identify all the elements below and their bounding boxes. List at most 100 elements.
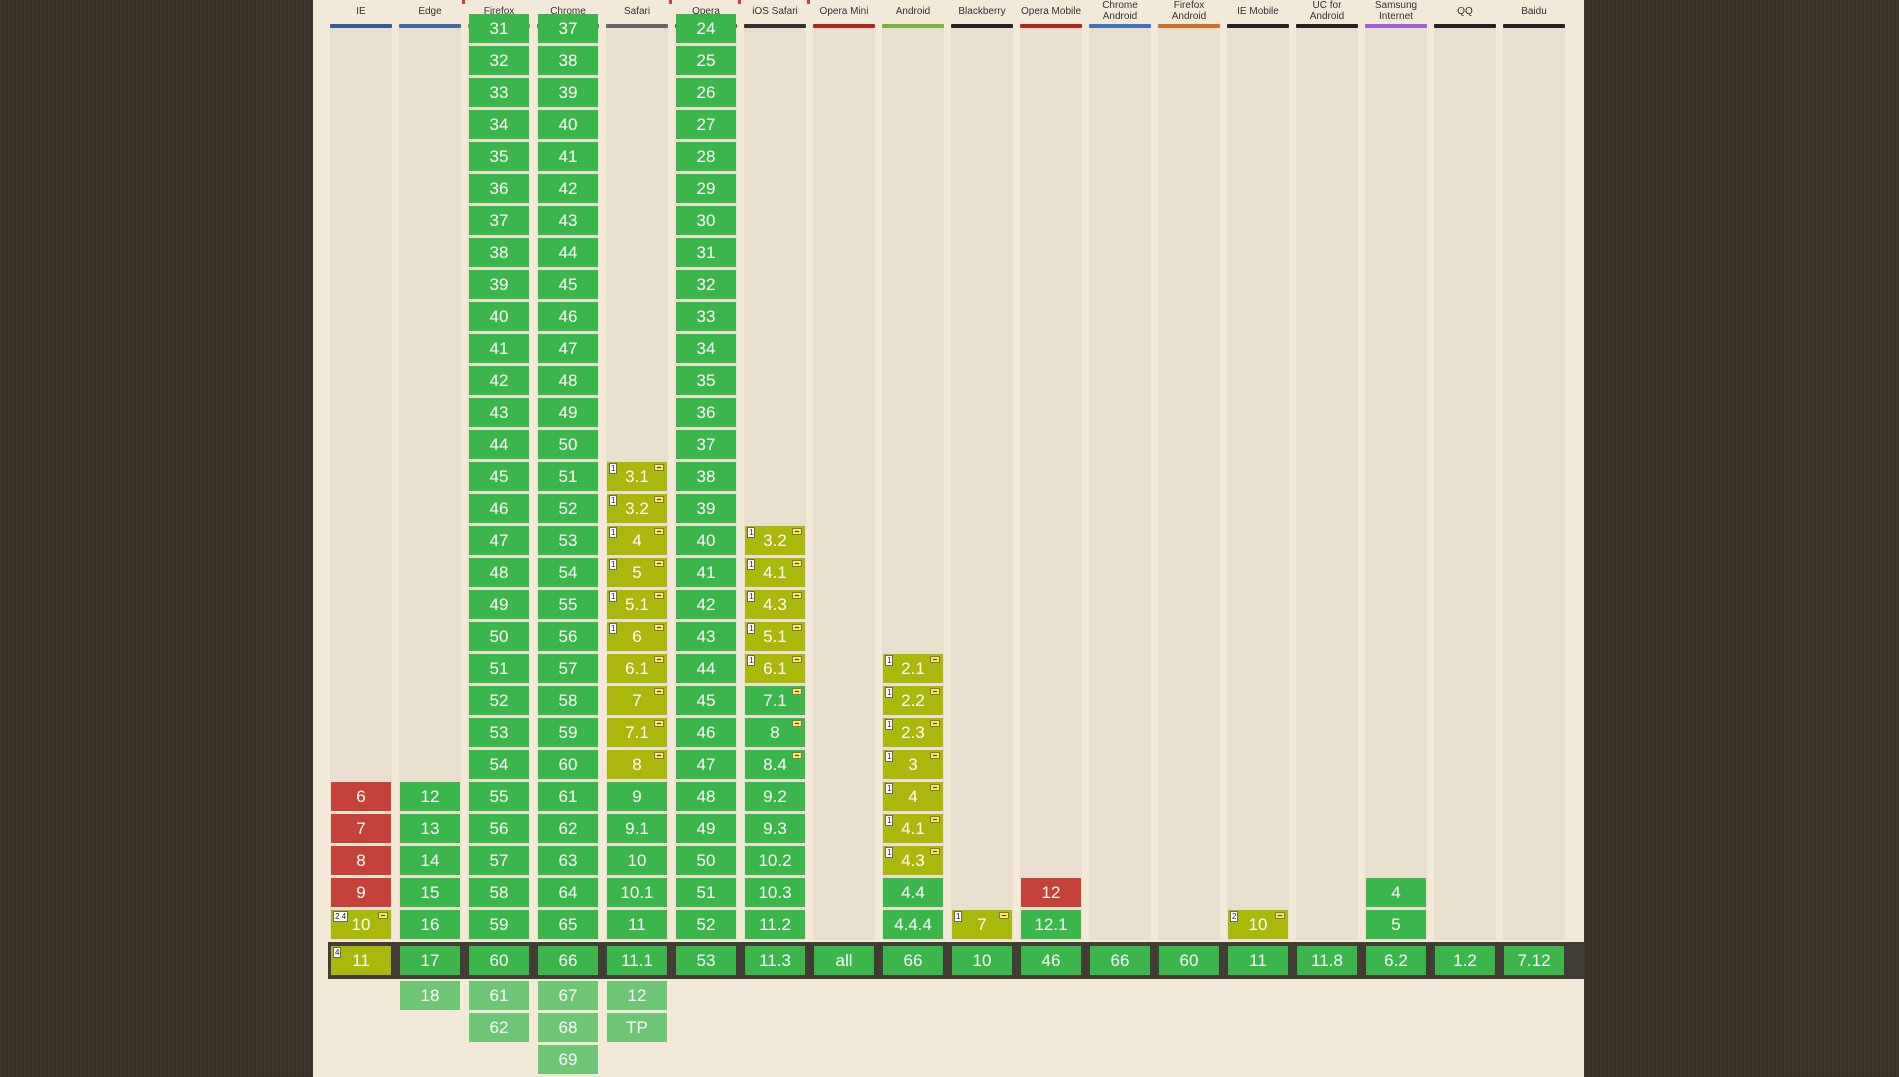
version-cell-opera[interactable]: 47 xyxy=(676,750,736,779)
note-badge[interactable]: 1 xyxy=(885,815,894,826)
version-cell-firefox[interactable]: 31 xyxy=(469,14,529,43)
version-cell-ie-mobile[interactable]: 10 2 xyxy=(1228,910,1288,939)
version-cell-ios-safari[interactable]: 8.4 xyxy=(745,750,805,779)
version-cell-chrome[interactable]: 37 xyxy=(538,14,598,43)
version-cell-opera[interactable]: 40 xyxy=(676,526,736,555)
version-cell-firefox[interactable]: 37 xyxy=(469,206,529,235)
version-cell-edge[interactable]: 15 xyxy=(400,878,460,907)
version-cell-chrome[interactable]: 59 xyxy=(538,718,598,747)
browser-header-android[interactable]: Android xyxy=(895,5,931,17)
version-cell-samsung-internet[interactable]: 5 xyxy=(1366,910,1426,939)
version-cell-android[interactable]: 2.2 1 xyxy=(883,686,943,715)
version-cell-firefox[interactable]: 48 xyxy=(469,558,529,587)
browser-header-samsung-internet[interactable]: Samsung Internet xyxy=(1374,0,1418,22)
version-cell-opera[interactable]: 51 xyxy=(676,878,736,907)
note-badge[interactable]: 1 xyxy=(747,527,756,538)
version-cell-opera[interactable]: 30 xyxy=(676,206,736,235)
version-cell-ios-safari[interactable]: 10.2 xyxy=(745,846,805,875)
version-cell-firefox[interactable]: 47 xyxy=(469,526,529,555)
current-version-cell-ie-mobile[interactable]: 11 xyxy=(1228,946,1288,975)
note-badge[interactable]: 1 xyxy=(609,495,618,506)
version-cell-safari[interactable]: 9.1 xyxy=(607,814,667,843)
current-version-cell-edge[interactable]: 17 xyxy=(400,946,460,975)
version-cell-ios-safari[interactable]: 8 xyxy=(745,718,805,747)
version-cell-chrome[interactable]: 45 xyxy=(538,270,598,299)
version-cell-firefox[interactable]: 33 xyxy=(469,78,529,107)
version-cell-chrome[interactable]: 51 xyxy=(538,462,598,491)
version-cell-chrome[interactable]: 61 xyxy=(538,782,598,811)
version-cell-opera[interactable]: 35 xyxy=(676,366,736,395)
version-cell-firefox[interactable]: 54 xyxy=(469,750,529,779)
version-cell-opera-mobile[interactable]: 12.1 xyxy=(1021,910,1081,939)
version-cell-firefox[interactable]: 52 xyxy=(469,686,529,715)
current-version-cell-opera-mini[interactable]: all xyxy=(814,946,874,975)
version-cell-ie[interactable]: 10 2 4 xyxy=(331,910,391,939)
version-cell-chrome[interactable]: 52 xyxy=(538,494,598,523)
browser-header-baidu[interactable]: Baidu xyxy=(1521,5,1547,17)
note-badge[interactable]: 4 xyxy=(333,947,342,958)
current-version-cell-firefox-android[interactable]: 60 xyxy=(1159,946,1219,975)
version-cell-ie[interactable]: 7 xyxy=(331,814,391,843)
version-cell-firefox[interactable]: 44 xyxy=(469,430,529,459)
browser-header-opera-mini[interactable]: Opera Mini xyxy=(819,5,869,17)
version-cell-firefox[interactable]: 40 xyxy=(469,302,529,331)
version-cell-firefox[interactable]: 41 xyxy=(469,334,529,363)
browser-header-opera[interactable]: Opera xyxy=(692,5,720,17)
version-cell-ios-safari[interactable]: 9.2 xyxy=(745,782,805,811)
version-cell-safari[interactable]: 7 xyxy=(607,686,667,715)
version-cell-safari[interactable]: 6.1 xyxy=(607,654,667,683)
version-cell-chrome[interactable]: 53 xyxy=(538,526,598,555)
version-cell-chrome[interactable]: 47 xyxy=(538,334,598,363)
note-badge[interactable]: 2 xyxy=(1230,911,1239,922)
browser-header-opera-mobile[interactable]: Opera Mobile xyxy=(1020,5,1082,17)
current-version-cell-safari[interactable]: 11.1 xyxy=(607,946,667,975)
current-version-cell-chrome[interactable]: 66 xyxy=(538,946,598,975)
version-cell-android[interactable]: 4.4.4 xyxy=(883,910,943,939)
version-cell-chrome[interactable]: 39 xyxy=(538,78,598,107)
version-cell-android[interactable]: 4.3 1 xyxy=(883,846,943,875)
version-cell-opera[interactable]: 50 xyxy=(676,846,736,875)
version-cell-safari[interactable]: 5.1 1 xyxy=(607,590,667,619)
browser-header-blackberry[interactable]: Blackberry xyxy=(958,5,1006,17)
current-version-cell-chrome-android[interactable]: 66 xyxy=(1090,946,1150,975)
version-cell-opera[interactable]: 31 xyxy=(676,238,736,267)
version-cell-safari[interactable]: 3.1 1 xyxy=(607,462,667,491)
version-cell-chrome[interactable]: 49 xyxy=(538,398,598,427)
version-cell-chrome[interactable]: 57 xyxy=(538,654,598,683)
note-badge[interactable]: 1 xyxy=(885,719,894,730)
note-badge[interactable]: 1 xyxy=(885,847,894,858)
version-cell-ie[interactable]: 6 xyxy=(331,782,391,811)
note-badge[interactable]: 1 xyxy=(747,623,756,634)
future-version-cell-edge[interactable]: 18 xyxy=(400,981,460,1010)
note-badge[interactable]: 1 xyxy=(609,463,618,474)
version-cell-firefox[interactable]: 50 xyxy=(469,622,529,651)
version-cell-opera[interactable]: 34 xyxy=(676,334,736,363)
version-cell-opera[interactable]: 44 xyxy=(676,654,736,683)
version-cell-ios-safari[interactable]: 5.1 1 xyxy=(745,622,805,651)
browser-header-chrome[interactable]: Chrome xyxy=(550,5,586,17)
future-version-cell-firefox[interactable]: 62 xyxy=(469,1013,529,1042)
note-badge[interactable]: 1 xyxy=(609,623,618,634)
version-cell-firefox[interactable]: 39 xyxy=(469,270,529,299)
future-version-cell-chrome[interactable]: 69 xyxy=(538,1045,598,1074)
note-badge[interactable]: 1 xyxy=(609,527,618,538)
current-version-cell-uc-for-android[interactable]: 11.8 xyxy=(1297,946,1357,975)
version-cell-opera[interactable]: 24 xyxy=(676,14,736,43)
current-version-cell-firefox[interactable]: 60 xyxy=(469,946,529,975)
version-cell-chrome[interactable]: 64 xyxy=(538,878,598,907)
version-cell-opera-mobile[interactable]: 12 xyxy=(1021,878,1081,907)
current-version-cell-baidu[interactable]: 7.12 xyxy=(1504,946,1564,975)
note-badge[interactable]: 1 xyxy=(609,591,618,602)
version-cell-edge[interactable]: 14 xyxy=(400,846,460,875)
note-badge[interactable]: 1 xyxy=(954,911,963,922)
version-cell-ios-safari[interactable]: 4.1 1 xyxy=(745,558,805,587)
version-cell-firefox[interactable]: 46 xyxy=(469,494,529,523)
version-cell-safari[interactable]: 10 xyxy=(607,846,667,875)
version-cell-firefox[interactable]: 35 xyxy=(469,142,529,171)
version-cell-chrome[interactable]: 60 xyxy=(538,750,598,779)
note-badge[interactable]: 1 xyxy=(747,591,756,602)
